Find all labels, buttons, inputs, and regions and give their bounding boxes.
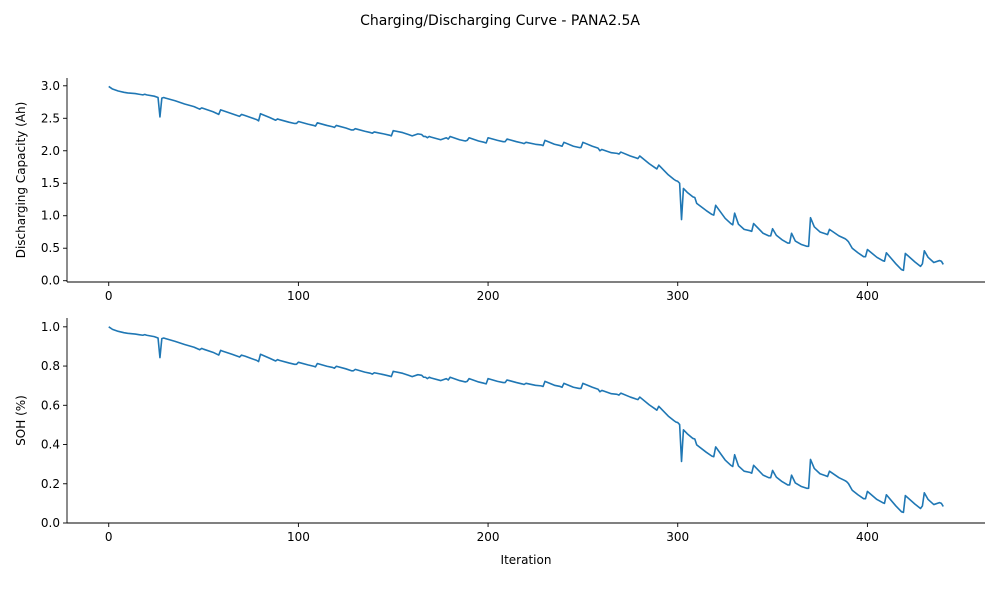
- top-x-tick-label: 200: [477, 289, 500, 303]
- top-y-tick-label: 0.0: [41, 274, 60, 288]
- top-y-tick-label: 2.0: [41, 144, 60, 158]
- bottom-y-tick-label: 0.6: [41, 398, 60, 412]
- top-subplot: 0.0 0.5 1.0 1.5 2.0 2.5 3.0 0 100 200 300 400 Disch…: [14, 78, 985, 303]
- top-y-axis-label: Discharging Capacity (Ah): [14, 102, 28, 259]
- bottom-y-axis-label: SOH (%): [14, 395, 28, 446]
- top-y-tick-label: 0.5: [41, 241, 60, 255]
- bottom-y-tick-label: 0.0: [41, 516, 60, 530]
- bottom-x-tick-label: 300: [666, 530, 689, 544]
- bottom-y-tick-label: 1.0: [41, 320, 60, 334]
- bottom-x-tick-label: 0: [105, 530, 113, 544]
- top-y-tick-label: 1.5: [41, 176, 60, 190]
- bottom-x-tick-label: 400: [856, 530, 879, 544]
- top-x-tick-label: 400: [856, 289, 879, 303]
- top-series-line: [108, 85, 944, 272]
- bottom-series-line: [108, 326, 944, 514]
- bottom-subplot: 0.00.20.40.60.81.00 100 200 300 400 SOH (%) …: [14, 318, 985, 567]
- bottom-y-tick-label: 0.8: [41, 359, 60, 373]
- bottom-y-tick-label: 0.2: [41, 477, 60, 491]
- bottom-x-axis-label: Iteration: [501, 553, 552, 567]
- top-y-tick-label: 3.0: [41, 79, 60, 93]
- top-x-tick-label: 300: [666, 289, 689, 303]
- top-y-tick-label: 1.0: [41, 209, 60, 223]
- top-y-tick-label: 2.5: [41, 111, 60, 125]
- bottom-y-tick-label: 0.4: [41, 438, 60, 452]
- bottom-x-tick-label: 100: [287, 530, 310, 544]
- figure-suptitle: Charging/Discharging Curve - PANA2.5A: [360, 13, 640, 29]
- top-x-tick-label: 100: [287, 289, 310, 303]
- top-x-tick-label: 0: [105, 289, 113, 303]
- bottom-x-tick-label: 200: [477, 530, 500, 544]
- top-plot-area: 0.0 0.5 1.0 1.5 2.0 2.5 3.0 0 100 200 300 400: [41, 78, 985, 303]
- bottom-plot-area: 0.0 0.2 0.4 0.6 0.8 1.0 0 100 200 300 400: [41, 318, 985, 544]
